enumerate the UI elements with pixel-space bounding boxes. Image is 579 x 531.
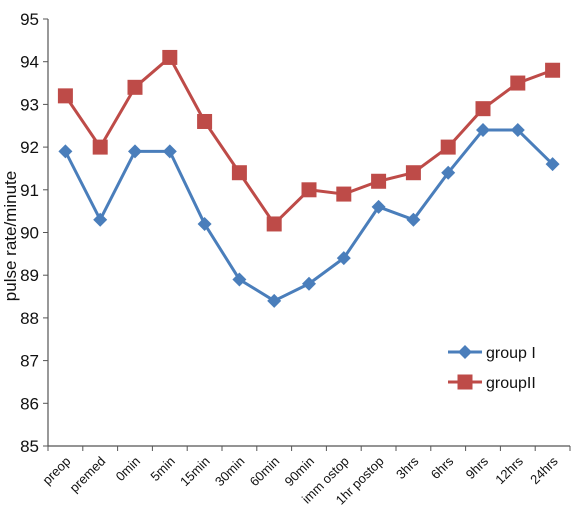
x-tick-label: 15min	[177, 454, 213, 490]
data-point-series-1	[545, 157, 560, 172]
y-tick-label: 86	[20, 394, 39, 413]
legend-label-2: groupII	[486, 375, 536, 392]
data-point-series-2	[162, 49, 178, 65]
x-tick-label: 60min	[247, 454, 283, 490]
y-tick-labels: 85 86 87 88 89 90 91 92 93 94 95	[20, 10, 48, 456]
y-axis-title: pulse rate/minute	[1, 171, 20, 301]
x-tick-label: 6hrs	[428, 453, 457, 482]
data-point-series-2	[197, 113, 213, 129]
data-point-series-1	[128, 144, 142, 159]
y-tick-label: 88	[20, 309, 39, 328]
data-point-series-2	[266, 216, 282, 232]
x-tick-label: 3hrs	[393, 453, 422, 482]
data-point-series-1	[162, 144, 177, 159]
series-markers	[57, 49, 561, 308]
data-point-series-2	[440, 139, 456, 155]
y-tick-label: 95	[20, 10, 39, 29]
legend-marker-2	[457, 374, 473, 390]
legend-label-1: group I	[486, 345, 536, 362]
data-point-series-2	[510, 75, 526, 91]
x-tick-label: 0min	[113, 454, 144, 485]
x-tick-label: premed	[67, 454, 109, 496]
data-point-series-2	[127, 79, 143, 95]
data-point-series-1	[476, 123, 490, 138]
data-point-series-1	[267, 293, 282, 308]
data-point-series-2	[57, 88, 73, 104]
y-tick-label: 87	[20, 352, 39, 371]
x-tick-label: 5min	[147, 454, 178, 485]
y-tick-label: 94	[20, 53, 39, 72]
data-point-series-2	[336, 186, 352, 202]
y-tick-label: 89	[20, 266, 39, 285]
data-point-series-2	[545, 62, 561, 78]
data-point-series-2	[371, 173, 387, 189]
y-tick-label: 92	[20, 138, 39, 157]
y-tick-label: 93	[20, 95, 39, 114]
y-tick-label: 90	[20, 224, 39, 243]
x-tick-label: 24hrs	[527, 453, 561, 487]
data-point-series-1	[232, 272, 247, 287]
data-point-series-2	[475, 101, 491, 117]
data-point-series-1	[371, 199, 386, 214]
data-point-series-1	[441, 165, 456, 180]
data-point-series-2	[301, 182, 317, 198]
data-point-series-1	[93, 212, 108, 227]
x-tick-label: 9hrs	[463, 453, 492, 482]
data-point-series-1	[58, 144, 73, 159]
data-point-series-1	[336, 251, 351, 266]
series-line-1	[64, 128, 554, 303]
y-tick-label: 85	[20, 437, 39, 456]
data-point-series-2	[92, 139, 108, 155]
legend-marker-1	[458, 345, 472, 359]
data-point-series-2	[231, 165, 247, 181]
data-point-series-1	[406, 212, 421, 227]
data-point-series-1	[197, 216, 212, 231]
data-point-series-1	[302, 276, 316, 291]
data-point-series-2	[405, 165, 421, 181]
x-tick-label: 12hrs	[492, 453, 526, 487]
x-tick-label: 30min	[212, 454, 248, 490]
data-point-series-1	[510, 123, 525, 138]
y-tick-label: 91	[20, 181, 39, 200]
legend: group I groupII	[448, 345, 536, 392]
